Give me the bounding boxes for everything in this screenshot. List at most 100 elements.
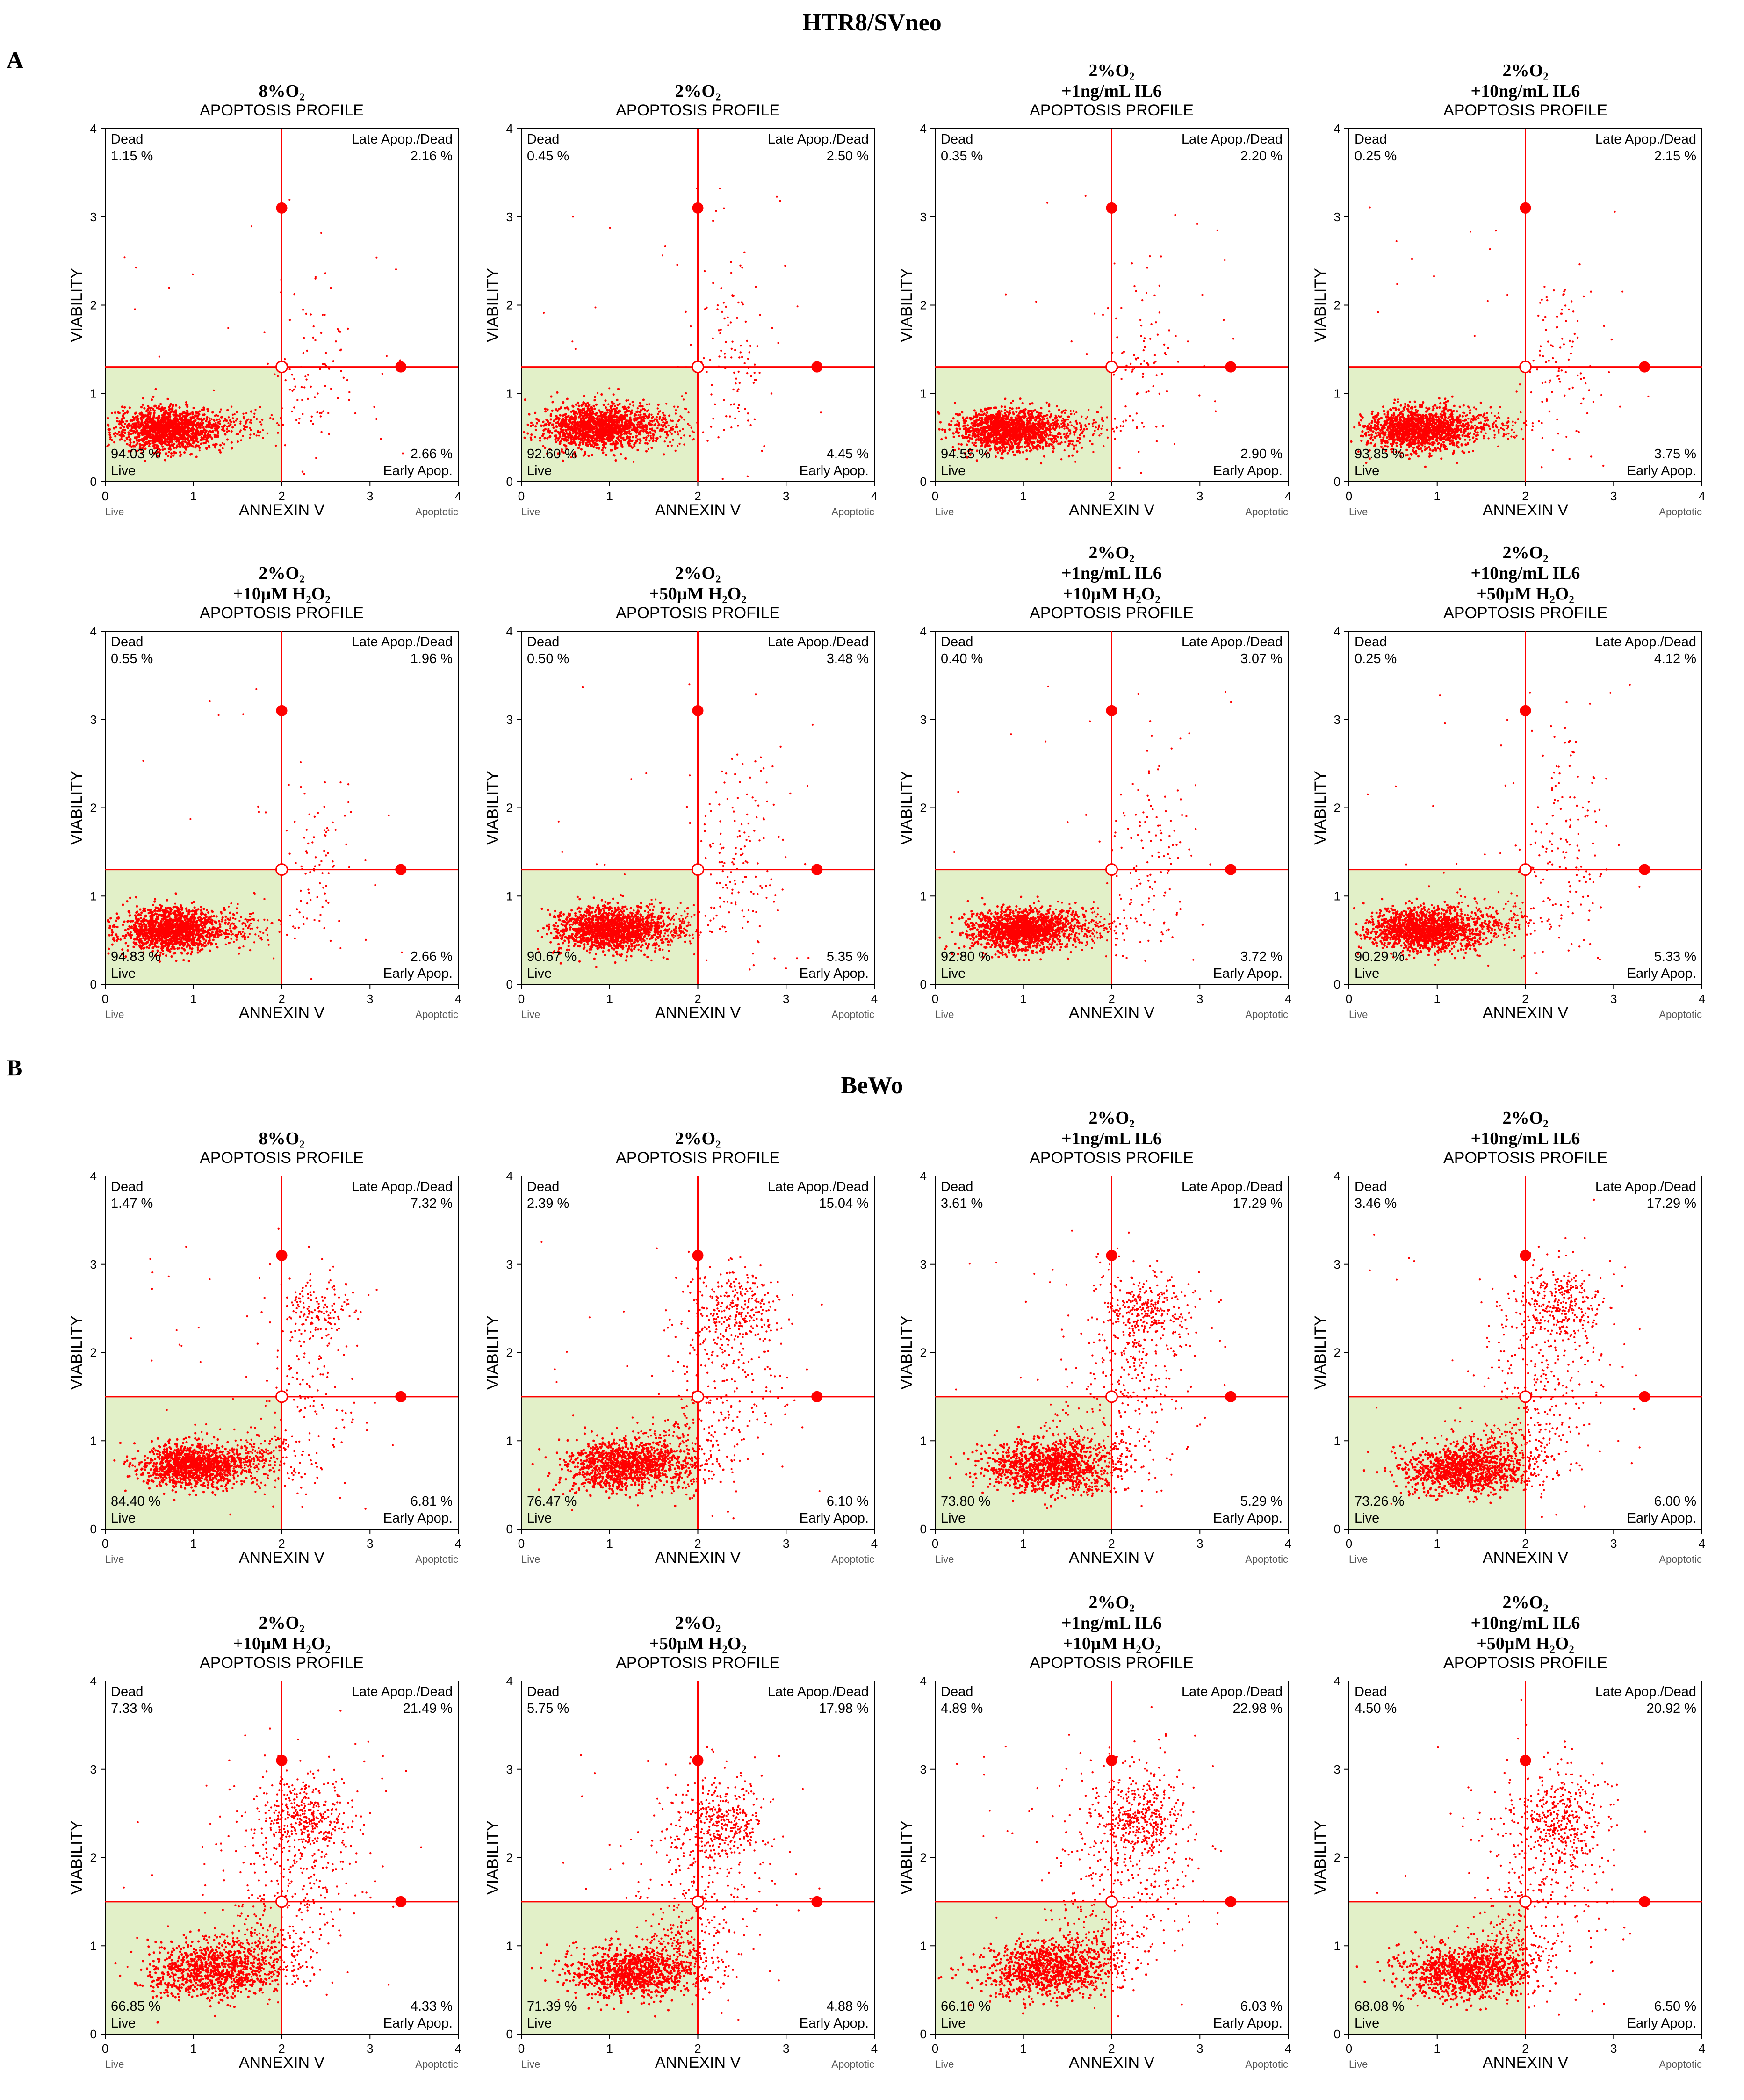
event-point <box>1015 411 1018 413</box>
event-point <box>628 432 631 435</box>
event-point <box>1024 408 1027 411</box>
gate-vertical-handle <box>692 202 704 214</box>
event-point <box>1023 433 1026 435</box>
event-point <box>186 409 188 412</box>
event-point <box>1032 424 1035 427</box>
event-point <box>159 430 162 433</box>
event-point <box>1008 425 1011 428</box>
event-point <box>561 415 564 418</box>
event-point <box>1000 410 1003 413</box>
event-point <box>575 403 577 406</box>
event-point <box>563 419 566 422</box>
event-point <box>656 427 659 429</box>
event-point <box>183 451 186 454</box>
event-point <box>1029 447 1031 449</box>
event-point <box>116 417 119 419</box>
x-tick-label: 3 <box>367 489 373 503</box>
event-point <box>1031 415 1034 418</box>
event-point <box>685 392 687 395</box>
event-point <box>655 416 658 419</box>
event-point <box>725 415 728 418</box>
event-point <box>324 363 326 366</box>
event-point <box>120 419 123 422</box>
event-point <box>180 427 183 430</box>
event-point <box>176 414 179 417</box>
event-point <box>158 355 160 358</box>
event-point <box>712 220 714 222</box>
event-point <box>532 424 534 426</box>
event-point <box>219 444 222 447</box>
event-point <box>141 447 144 449</box>
event-point <box>1073 426 1075 428</box>
event-point <box>987 407 990 410</box>
event-point <box>205 429 207 432</box>
event-point <box>602 430 605 433</box>
quadrant-early-label: Early Apop. <box>383 463 453 478</box>
event-point <box>601 440 604 443</box>
event-point <box>1032 447 1035 450</box>
event-point <box>995 418 998 421</box>
event-point <box>180 420 183 422</box>
event-point <box>1073 433 1076 436</box>
event-point <box>1055 440 1058 443</box>
event-point <box>544 410 547 413</box>
event-point <box>160 428 163 431</box>
event-point <box>645 415 648 418</box>
event-point <box>1081 415 1083 418</box>
event-point <box>593 426 595 428</box>
event-point <box>1067 444 1070 447</box>
event-point <box>1008 410 1011 412</box>
event-point <box>153 409 156 412</box>
event-point <box>1032 431 1035 433</box>
event-point <box>1040 439 1043 441</box>
event-point <box>600 411 603 413</box>
event-point <box>120 435 123 438</box>
event-point <box>301 399 303 401</box>
event-point <box>952 417 955 420</box>
event-point <box>175 446 178 449</box>
event-point <box>679 429 681 432</box>
event-point <box>984 439 987 442</box>
event-point <box>162 413 165 416</box>
event-point <box>634 441 637 444</box>
event-point <box>994 445 996 448</box>
event-point <box>526 432 529 435</box>
event-point <box>154 388 157 390</box>
event-point <box>291 390 294 392</box>
event-point <box>1085 426 1087 428</box>
event-point <box>567 436 570 439</box>
event-point <box>584 417 587 419</box>
event-point <box>678 442 681 445</box>
event-point <box>588 404 591 406</box>
event-point <box>202 426 205 429</box>
event-point <box>544 407 547 411</box>
event-point <box>230 423 232 426</box>
event-point <box>1027 410 1030 412</box>
event-point <box>170 408 173 411</box>
x-max-label: Apoptotic <box>831 506 874 518</box>
event-point <box>1000 405 1003 408</box>
gate-horizontal-handle <box>395 361 407 373</box>
x-min-label: Live <box>105 506 124 518</box>
event-point <box>590 429 593 432</box>
event-point <box>168 287 170 289</box>
event-point <box>123 426 125 428</box>
event-point <box>1011 421 1014 424</box>
event-point <box>673 405 676 408</box>
event-point <box>202 422 204 425</box>
event-point <box>170 443 173 446</box>
event-point <box>944 431 947 433</box>
event-point <box>712 337 714 339</box>
panel-title: APOPTOSIS PROFILE <box>200 101 364 119</box>
event-point <box>688 424 691 426</box>
event-point <box>582 418 584 420</box>
event-point <box>340 370 342 372</box>
event-point <box>318 412 321 414</box>
event-point <box>534 425 537 428</box>
event-point <box>284 444 286 447</box>
event-point <box>214 443 217 446</box>
event-point <box>556 391 559 394</box>
event-point <box>194 419 197 422</box>
event-point <box>721 478 724 480</box>
event-point <box>594 432 597 434</box>
